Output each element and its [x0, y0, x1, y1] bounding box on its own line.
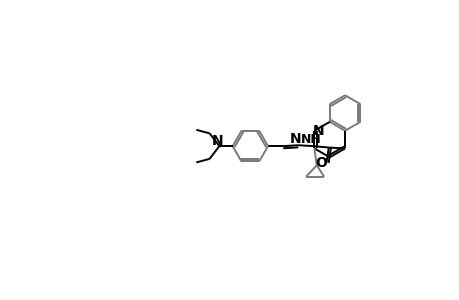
- Text: O: O: [314, 156, 326, 170]
- Text: NH: NH: [301, 134, 321, 146]
- Text: N: N: [212, 134, 223, 148]
- Text: N: N: [313, 124, 324, 138]
- Text: N: N: [289, 132, 300, 146]
